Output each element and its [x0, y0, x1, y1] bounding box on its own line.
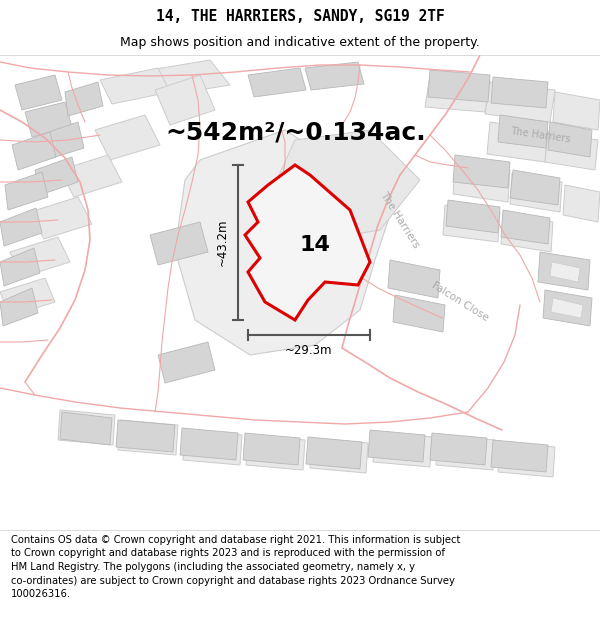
Text: The Harriers: The Harriers: [509, 126, 571, 144]
Text: Contains OS data © Crown copyright and database right 2021. This information is : Contains OS data © Crown copyright and d…: [11, 535, 460, 599]
Polygon shape: [491, 77, 548, 108]
Polygon shape: [306, 437, 362, 469]
Polygon shape: [246, 435, 305, 470]
Polygon shape: [550, 262, 580, 282]
Polygon shape: [40, 122, 84, 160]
Polygon shape: [553, 92, 600, 130]
Polygon shape: [15, 75, 62, 110]
Polygon shape: [25, 102, 72, 137]
Polygon shape: [60, 412, 112, 445]
Polygon shape: [100, 68, 170, 104]
Polygon shape: [158, 342, 215, 383]
Polygon shape: [510, 173, 562, 212]
Polygon shape: [563, 185, 600, 222]
Polygon shape: [551, 298, 583, 318]
Polygon shape: [183, 430, 242, 465]
Polygon shape: [453, 155, 510, 188]
Polygon shape: [0, 278, 55, 316]
Polygon shape: [243, 433, 300, 465]
Polygon shape: [118, 420, 178, 455]
Polygon shape: [0, 208, 42, 246]
Polygon shape: [446, 200, 500, 233]
Polygon shape: [60, 155, 122, 197]
Polygon shape: [12, 132, 56, 170]
Polygon shape: [428, 70, 490, 102]
Polygon shape: [10, 237, 70, 277]
Text: ~542m²/~0.134ac.: ~542m²/~0.134ac.: [165, 120, 425, 144]
Polygon shape: [310, 438, 368, 473]
Polygon shape: [545, 132, 598, 170]
Polygon shape: [543, 290, 592, 326]
Polygon shape: [116, 420, 175, 452]
Polygon shape: [368, 430, 425, 462]
Polygon shape: [35, 157, 78, 195]
Text: The Harriers: The Harriers: [379, 190, 421, 250]
Polygon shape: [388, 260, 440, 298]
Polygon shape: [150, 222, 208, 265]
Polygon shape: [501, 214, 553, 252]
Polygon shape: [485, 82, 555, 122]
Polygon shape: [245, 165, 370, 320]
Polygon shape: [425, 75, 490, 112]
Polygon shape: [305, 62, 364, 90]
Polygon shape: [155, 75, 215, 125]
Polygon shape: [538, 252, 590, 290]
Polygon shape: [65, 82, 103, 116]
Text: ~29.3m: ~29.3m: [285, 344, 333, 357]
Polygon shape: [491, 440, 548, 472]
Polygon shape: [393, 295, 445, 332]
Polygon shape: [510, 170, 560, 205]
Polygon shape: [95, 115, 160, 160]
Polygon shape: [453, 162, 510, 202]
Text: 14: 14: [299, 235, 331, 255]
Text: 14, THE HARRIERS, SANDY, SG19 2TF: 14, THE HARRIERS, SANDY, SG19 2TF: [155, 9, 445, 24]
Text: ~43.2m: ~43.2m: [215, 219, 229, 266]
Polygon shape: [248, 68, 306, 97]
Polygon shape: [430, 433, 487, 465]
Polygon shape: [436, 435, 495, 470]
Polygon shape: [443, 205, 500, 242]
Polygon shape: [501, 210, 550, 244]
Polygon shape: [373, 432, 432, 467]
Polygon shape: [548, 122, 592, 157]
Text: Falcon Close: Falcon Close: [430, 281, 490, 323]
Polygon shape: [180, 428, 238, 460]
Polygon shape: [487, 122, 548, 162]
Polygon shape: [30, 197, 92, 239]
Polygon shape: [498, 442, 555, 477]
Polygon shape: [0, 248, 40, 286]
Polygon shape: [498, 115, 548, 148]
Text: Map shows position and indicative extent of the property.: Map shows position and indicative extent…: [120, 36, 480, 49]
Polygon shape: [175, 130, 395, 355]
Polygon shape: [5, 172, 48, 210]
Polygon shape: [150, 60, 230, 95]
Polygon shape: [270, 130, 420, 240]
Polygon shape: [0, 288, 38, 326]
Polygon shape: [58, 410, 115, 445]
